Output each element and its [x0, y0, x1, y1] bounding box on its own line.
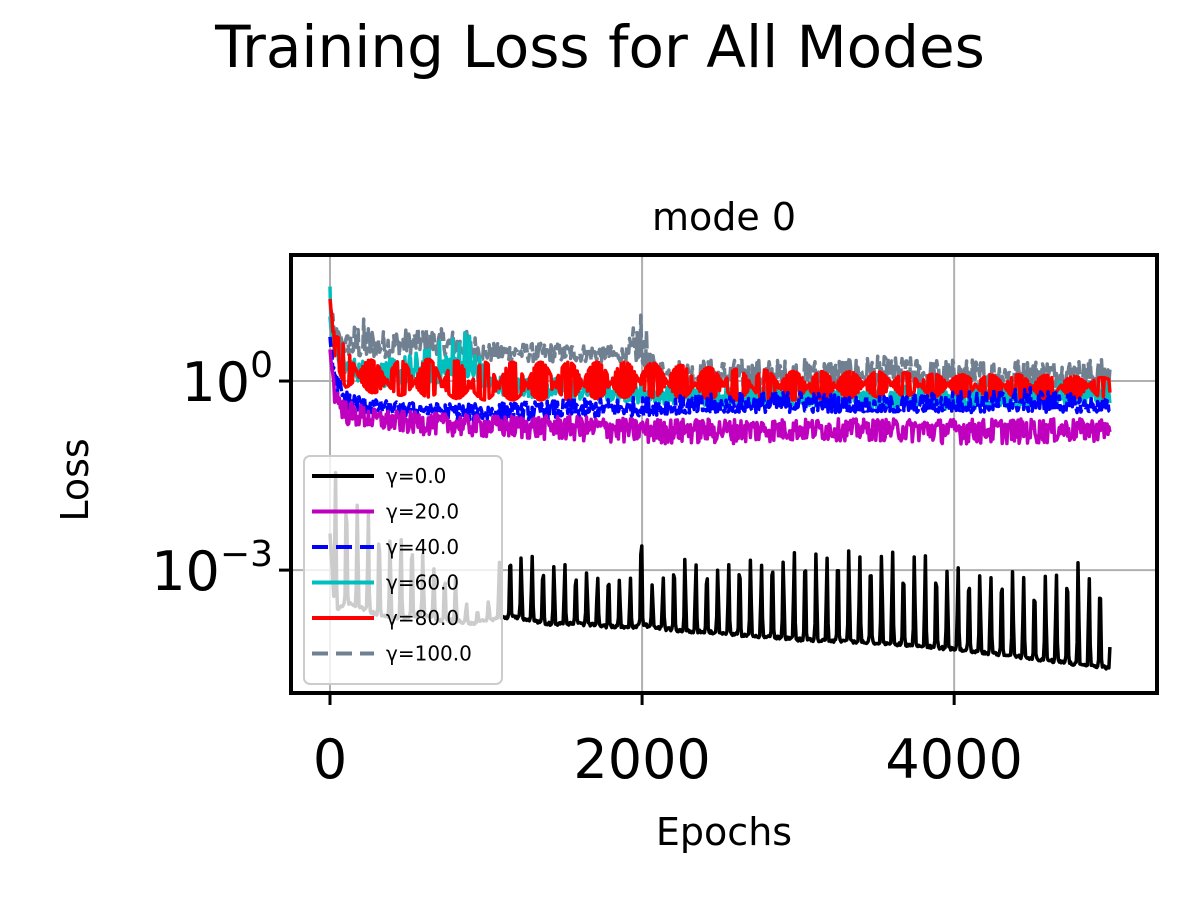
y-tick-exponent: 0	[250, 345, 273, 386]
x-axis-label: Epochs	[656, 810, 792, 854]
legend-label: γ=100.0	[386, 642, 472, 666]
y-tick-label: 10−3	[151, 534, 273, 603]
y-tick-base: 10	[151, 540, 220, 603]
x-tick-label: 4000	[885, 728, 1022, 791]
y-tick-exponent: −3	[220, 534, 273, 575]
x-tick-label: 2000	[573, 728, 710, 791]
legend-label: γ=20.0	[386, 500, 459, 524]
legend: γ=0.0 γ=20.0 γ=40.0 γ=60.0 γ=80.0 γ=100.0	[303, 455, 503, 685]
y-tick-label: 100	[181, 345, 273, 414]
series-line	[328, 298, 1112, 402]
axes-frame	[289, 253, 1159, 695]
y-axis-label: Loss	[53, 438, 97, 521]
x-tick-label: 0	[313, 728, 347, 791]
figure-title: Training Loss for All Modes	[215, 13, 985, 81]
axes-title: mode 0	[652, 195, 796, 239]
legend-label: γ=0.0	[386, 464, 446, 488]
legend-label: γ=60.0	[386, 571, 459, 595]
legend-label: γ=40.0	[386, 535, 459, 559]
y-tick-base: 10	[181, 351, 250, 414]
series-line	[328, 349, 1112, 446]
legend-label: γ=80.0	[386, 606, 459, 630]
